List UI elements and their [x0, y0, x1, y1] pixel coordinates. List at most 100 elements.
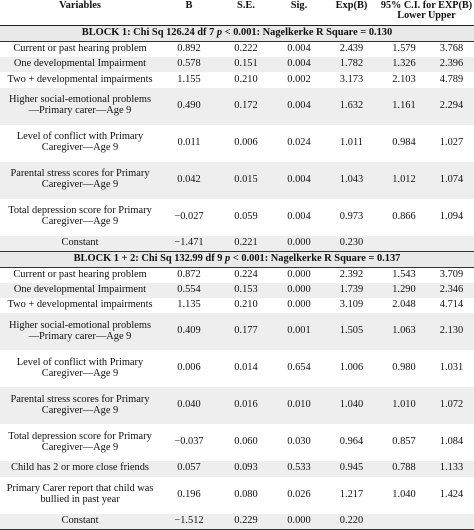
cell-sig: 0.533 — [274, 461, 324, 477]
row-label-line: Current or past hearing problem — [13, 268, 147, 280]
table-row: Total depression score for Primary Caregi… — [0, 199, 474, 236]
header-variables: Variables — [0, 0, 160, 26]
cell-upper: 2.130 — [429, 313, 474, 351]
header-upper: Upper — [427, 10, 456, 22]
row-label: Current or past hearing problem — [0, 42, 160, 58]
row-label-line: Level of conflict with Primary — [16, 131, 144, 143]
cell-b: 0.042 — [160, 161, 218, 199]
table-row: Two + developmental impairments 1.135 0.21… — [0, 298, 474, 313]
header-ci: 95% C.I. for EXP(B) Lower Upper — [379, 0, 474, 26]
cell-sig: 0.024 — [287, 136, 311, 148]
cell-se: 0.229 — [218, 513, 274, 530]
cell-upper: 1.031 — [439, 362, 464, 374]
table-row: Higher social-emotional problems —Primary… — [0, 313, 474, 351]
cell-b: −1.471 — [160, 235, 218, 252]
row-label-line: —Primary carer—Age 9 — [28, 105, 132, 117]
cell-lower — [379, 235, 429, 252]
cell-sig: 0.000 — [274, 282, 324, 299]
cell-b: −0.027 — [174, 210, 204, 222]
cell-expb: 1.217 — [339, 488, 364, 500]
cell-sig: 0.010 — [274, 387, 324, 425]
table-row: Total depression score for Primary Caregi… — [0, 424, 474, 461]
cell-b: 0.578 — [160, 57, 218, 73]
cell-se: 0.221 — [218, 235, 274, 252]
cell-se: 0.093 — [218, 461, 274, 477]
row-label: Child has 2 or more close friends — [0, 461, 160, 477]
cell-se: 0.210 — [234, 73, 258, 85]
cell-expb: 1.011 — [340, 136, 363, 148]
row-label: Two + developmental impairments — [0, 298, 160, 313]
row-label: Total depression score for Primary Caregi… — [0, 199, 160, 236]
cell-b: 0.892 — [177, 43, 201, 55]
cell-expb: 1.043 — [324, 161, 379, 199]
row-label-line: Constant — [61, 514, 99, 526]
row-label-line: Caregiver—Age 9 — [41, 367, 119, 379]
table-row: Level of conflict with Primary Caregiver—… — [0, 350, 474, 387]
row-label: Total depression score for Primary Caregi… — [0, 424, 160, 461]
table-row: Two + developmental impairments 1.155 0.21… — [0, 72, 474, 87]
cell-lower: 2.048 — [392, 299, 416, 311]
cell-lower: 1.326 — [379, 57, 429, 73]
row-label: Level of conflict with Primary Caregiver—… — [0, 125, 160, 162]
cell-sig: 0.004 — [274, 161, 324, 199]
block-title: BLOCK 1 + 2: Chi Sq 132.99 df 9 p < 0.00… — [0, 251, 474, 268]
cell-se: 0.222 — [234, 43, 258, 55]
block-title-pre: BLOCK 1: Chi Sq 126.24 df 7 — [81, 27, 217, 39]
cell-lower: 2.103 — [392, 73, 416, 85]
row-label: One developmental Impairment — [0, 282, 160, 299]
table-row: Primary Carer report that child was bulli… — [0, 477, 474, 514]
row-label-line: Caregiver—Age 9 — [41, 441, 119, 453]
cell-upper: 3.709 — [439, 268, 464, 280]
cell-expb: 2.392 — [339, 268, 364, 280]
block-title-p: p — [225, 252, 231, 264]
row-label-line: Primary Carer report that child was — [6, 483, 154, 495]
cell-upper: 1.084 — [439, 436, 464, 448]
cell-lower: 1.543 — [392, 268, 416, 280]
cell-se: 0.210 — [234, 299, 258, 311]
header-lower: Lower — [397, 10, 426, 22]
cell-expb: 1.040 — [324, 387, 379, 425]
row-label-line: One developmental Impairment — [13, 284, 147, 296]
cell-upper — [429, 513, 474, 530]
cell-b: 0.006 — [177, 362, 201, 374]
cell-sig: 0.000 — [287, 299, 311, 311]
header-row: Variables B S.E. Sig. Exp(B) 95% C.I. fo… — [0, 0, 474, 26]
cell-expb: 1.632 — [324, 87, 379, 125]
row-label-line: Total depression score for Primary — [8, 205, 152, 217]
header-ci-sub: Lower Upper — [380, 11, 473, 21]
block-title-post: < 0.001: Nagelkerke R Square = 0.130 — [222, 27, 393, 39]
cell-lower: 0.788 — [379, 461, 429, 477]
table-row: Current or past hearing problem 0.872 0.22… — [0, 267, 474, 283]
cell-lower: 0.980 — [392, 362, 416, 374]
cell-b: 0.554 — [160, 282, 218, 299]
cell-se: 0.006 — [234, 136, 258, 148]
cell-sig: 0.004 — [274, 57, 324, 73]
cell-expb: 1.739 — [324, 282, 379, 299]
cell-expb: 0.973 — [339, 210, 364, 222]
block-title: BLOCK 1: Chi Sq 126.24 df 7 p < 0.001: N… — [0, 25, 474, 42]
cell-b: 0.490 — [160, 87, 218, 125]
table-body: BLOCK 1: Chi Sq 126.24 df 7 p < 0.001: N… — [0, 25, 474, 530]
cell-sig: 0.000 — [274, 235, 324, 252]
cell-lower: 0.866 — [392, 210, 416, 222]
cell-se: 0.151 — [218, 57, 274, 73]
cell-sig: 0.004 — [287, 210, 311, 222]
cell-upper: 1.424 — [439, 488, 464, 500]
row-label: One developmental Impairment — [0, 57, 160, 73]
cell-expb: 1.006 — [339, 362, 364, 374]
cell-upper: 1.027 — [439, 136, 464, 148]
cell-sig: 0.654 — [287, 362, 311, 374]
block-title-p: p — [216, 27, 223, 39]
row-label: Level of conflict with Primary Caregiver—… — [0, 350, 160, 387]
table-row: Constant −1.471 0.221 0.000 0.230 — [0, 235, 474, 252]
cell-se: 0.016 — [218, 387, 274, 425]
cell-sig: 0.026 — [287, 488, 311, 500]
cell-upper: 1.072 — [429, 387, 474, 425]
cell-sig: 0.002 — [287, 73, 311, 85]
cell-lower: 1.063 — [379, 313, 429, 351]
table-row: Current or past hearing problem 0.892 0.22… — [0, 42, 474, 58]
row-label: Higher social-emotional problems —Primary… — [0, 313, 160, 351]
cell-upper: 3.768 — [439, 43, 464, 55]
cell-lower: 0.857 — [392, 436, 416, 448]
